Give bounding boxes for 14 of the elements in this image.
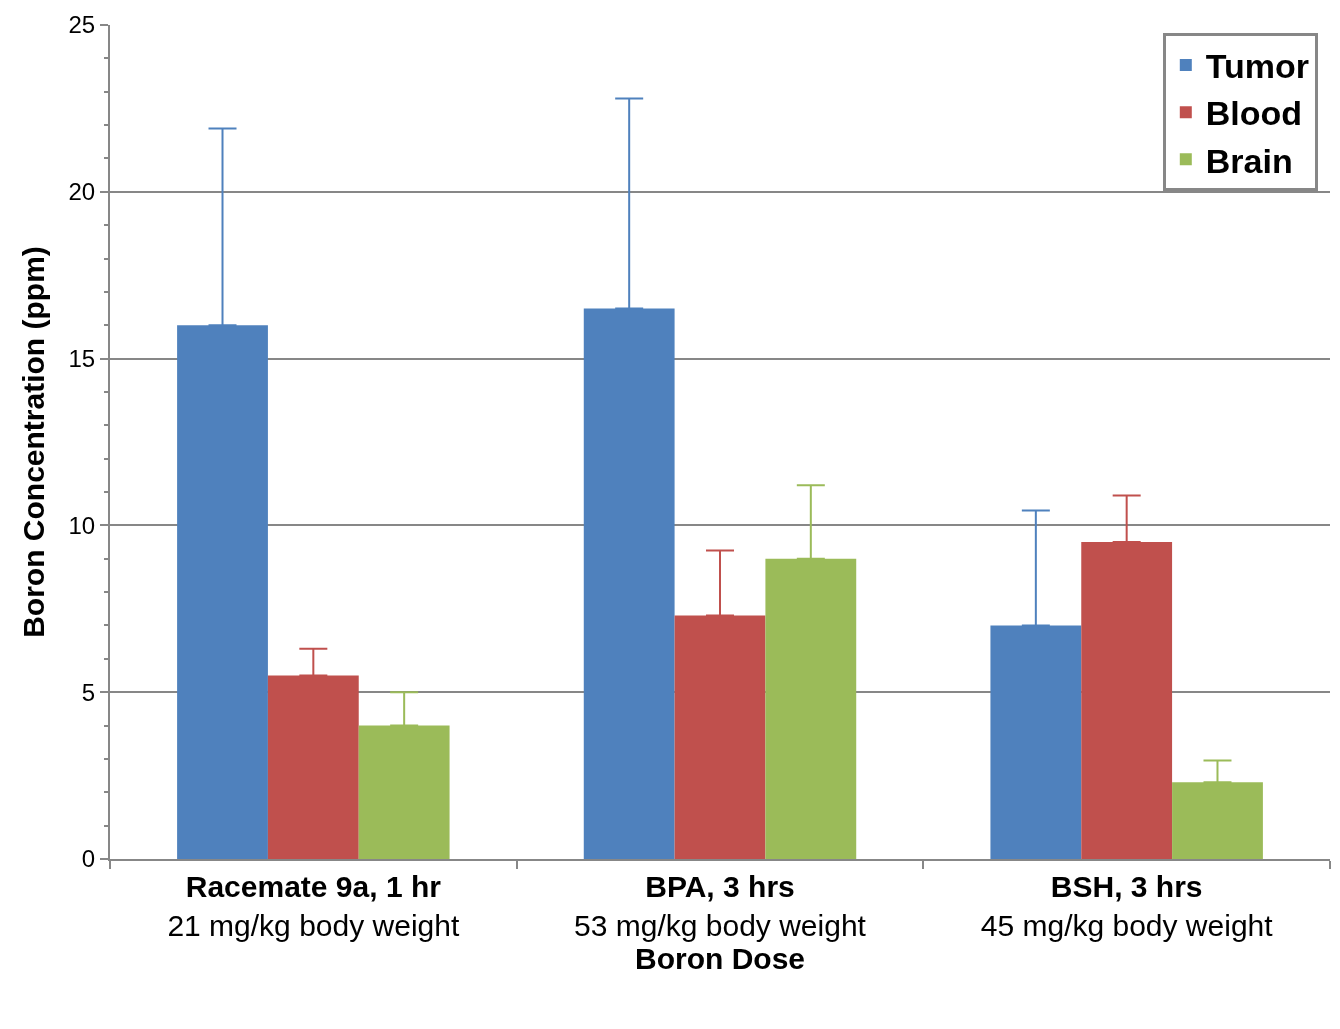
x-tick-label: BPA, 3 hrs 53 mg/kg body weight bbox=[574, 870, 867, 942]
legend-label: Tumor bbox=[1205, 47, 1310, 86]
y-tick-label: 0 bbox=[81, 845, 96, 873]
y-axis-title: Boron Concentration (ppm) bbox=[17, 246, 50, 638]
y-tick-label: 25 bbox=[68, 11, 96, 39]
x-axis-title: Boron Dose bbox=[634, 942, 806, 975]
y-tick-label: 10 bbox=[68, 511, 96, 539]
legend-label: Blood bbox=[1205, 94, 1303, 133]
x-tick-label: BSH, 3 hrs 45 mg/kg body weight bbox=[980, 870, 1274, 942]
x-tick-label: Racemate 9a, 1 hr 21 mg/kg body weight bbox=[167, 870, 460, 942]
legend-label: Brain bbox=[1205, 141, 1293, 180]
y-tick-label: 5 bbox=[81, 678, 96, 706]
y-tick-label: 20 bbox=[68, 178, 96, 206]
y-tick-label: 15 bbox=[68, 345, 96, 372]
